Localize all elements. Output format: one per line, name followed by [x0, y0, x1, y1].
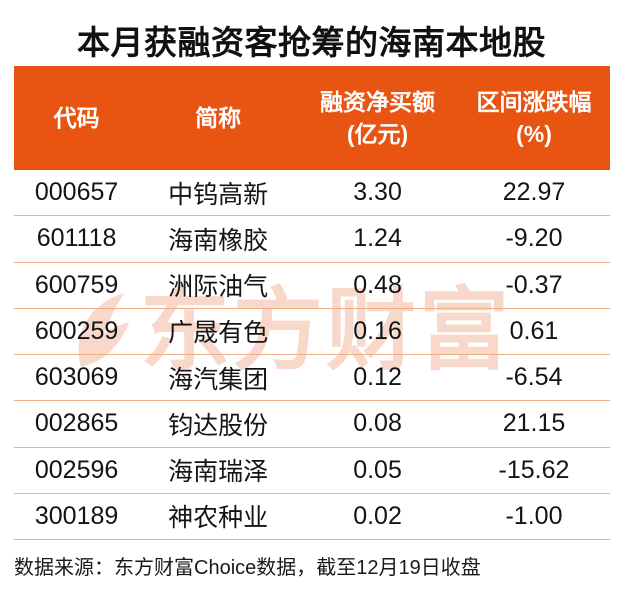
stock-table: 代码 简称 融资净买额 (亿元) 区间涨跌幅 (%) 东方财富: [14, 66, 610, 540]
cell-name: 海南瑞泽: [168, 458, 269, 487]
cell-net-buy: 0.02: [353, 501, 402, 530]
cell-change-pct: 22.97: [502, 178, 566, 207]
table-row: 000657 中钨高新 3.30 22.97: [14, 170, 610, 217]
table-row: 002596 海南瑞泽 0.05 -15.62: [14, 448, 610, 494]
table-row: 603069 海汽集团 0.12 -6.54: [14, 355, 610, 402]
cell-net-buy: 0.08: [353, 409, 402, 438]
data-source-note: 数据来源：东方财富Choice数据，截至12月19日收盘: [14, 557, 481, 579]
cell-net-buy: 0.48: [353, 270, 402, 299]
cell-change-pct: -0.37: [505, 270, 563, 299]
table-row: 300189 神农种业 0.02 -1.00: [14, 494, 610, 540]
header-name-label: 简称: [195, 105, 242, 131]
table-row: 601118 海南橡胶 1.24 -9.20: [14, 216, 610, 263]
header-cell-change: 区间涨跌幅 (%): [458, 86, 610, 150]
cell-change-pct: -6.54: [505, 363, 563, 392]
cell-net-buy: 0.05: [353, 455, 402, 484]
header-cell-net-buy: 融资净买额 (亿元): [297, 86, 458, 150]
cell-name: 神农种业: [168, 504, 269, 533]
cell-name: 钧达股份: [168, 411, 269, 440]
table-row: 002865 钧达股份 0.08 21.15: [14, 401, 610, 448]
cell-code: 600259: [34, 316, 119, 345]
cell-change-pct: 21.15: [502, 409, 566, 438]
cell-code: 601118: [36, 224, 117, 253]
header-change-label-line2: (%): [516, 121, 552, 147]
cell-code: 600759: [34, 270, 119, 299]
cell-change-pct: -1.00: [505, 501, 563, 530]
header-change-label-line1: 区间涨跌幅: [476, 89, 592, 115]
cell-net-buy: 0.12: [353, 363, 402, 392]
header-cell-code: 代码: [14, 102, 139, 134]
header-code-label: 代码: [53, 105, 100, 131]
table-header-row: 代码 简称 融资净买额 (亿元) 区间涨跌幅 (%): [14, 66, 610, 170]
cell-name: 海汽集团: [168, 365, 269, 394]
cell-code: 002596: [34, 455, 119, 484]
cell-code: 000657: [34, 178, 119, 207]
cell-change-pct: -9.20: [505, 224, 563, 253]
cell-code: 002865: [34, 409, 119, 438]
header-cell-name: 简称: [139, 102, 297, 134]
header-net-buy-label-line2: (亿元): [346, 121, 409, 147]
table-body: 东方财富 000657 中钨高新 3.30 22.97 601118 海南橡胶 …: [14, 170, 610, 540]
cell-name: 海南橡胶: [168, 226, 269, 255]
table-row: 600759 洲际油气 0.48 -0.37: [14, 263, 610, 309]
cell-net-buy: 0.16: [353, 316, 402, 345]
cell-change-pct: -15.62: [498, 455, 570, 484]
cell-change-pct: 0.61: [509, 316, 559, 345]
table-row: 600259 广晟有色 0.16 0.61: [14, 309, 610, 355]
cell-code: 300189: [34, 501, 119, 530]
cell-name: 中钨高新: [168, 180, 269, 209]
header-net-buy-label-line1: 融资净买额: [320, 89, 436, 115]
cell-net-buy: 1.24: [353, 224, 402, 253]
cell-name: 广晟有色: [168, 319, 269, 348]
cell-net-buy: 3.30: [353, 178, 402, 207]
page-title: 本月获融资客抢筹的海南本地股: [77, 24, 546, 61]
cell-code: 603069: [34, 363, 119, 392]
cell-name: 洲际油气: [168, 273, 269, 302]
